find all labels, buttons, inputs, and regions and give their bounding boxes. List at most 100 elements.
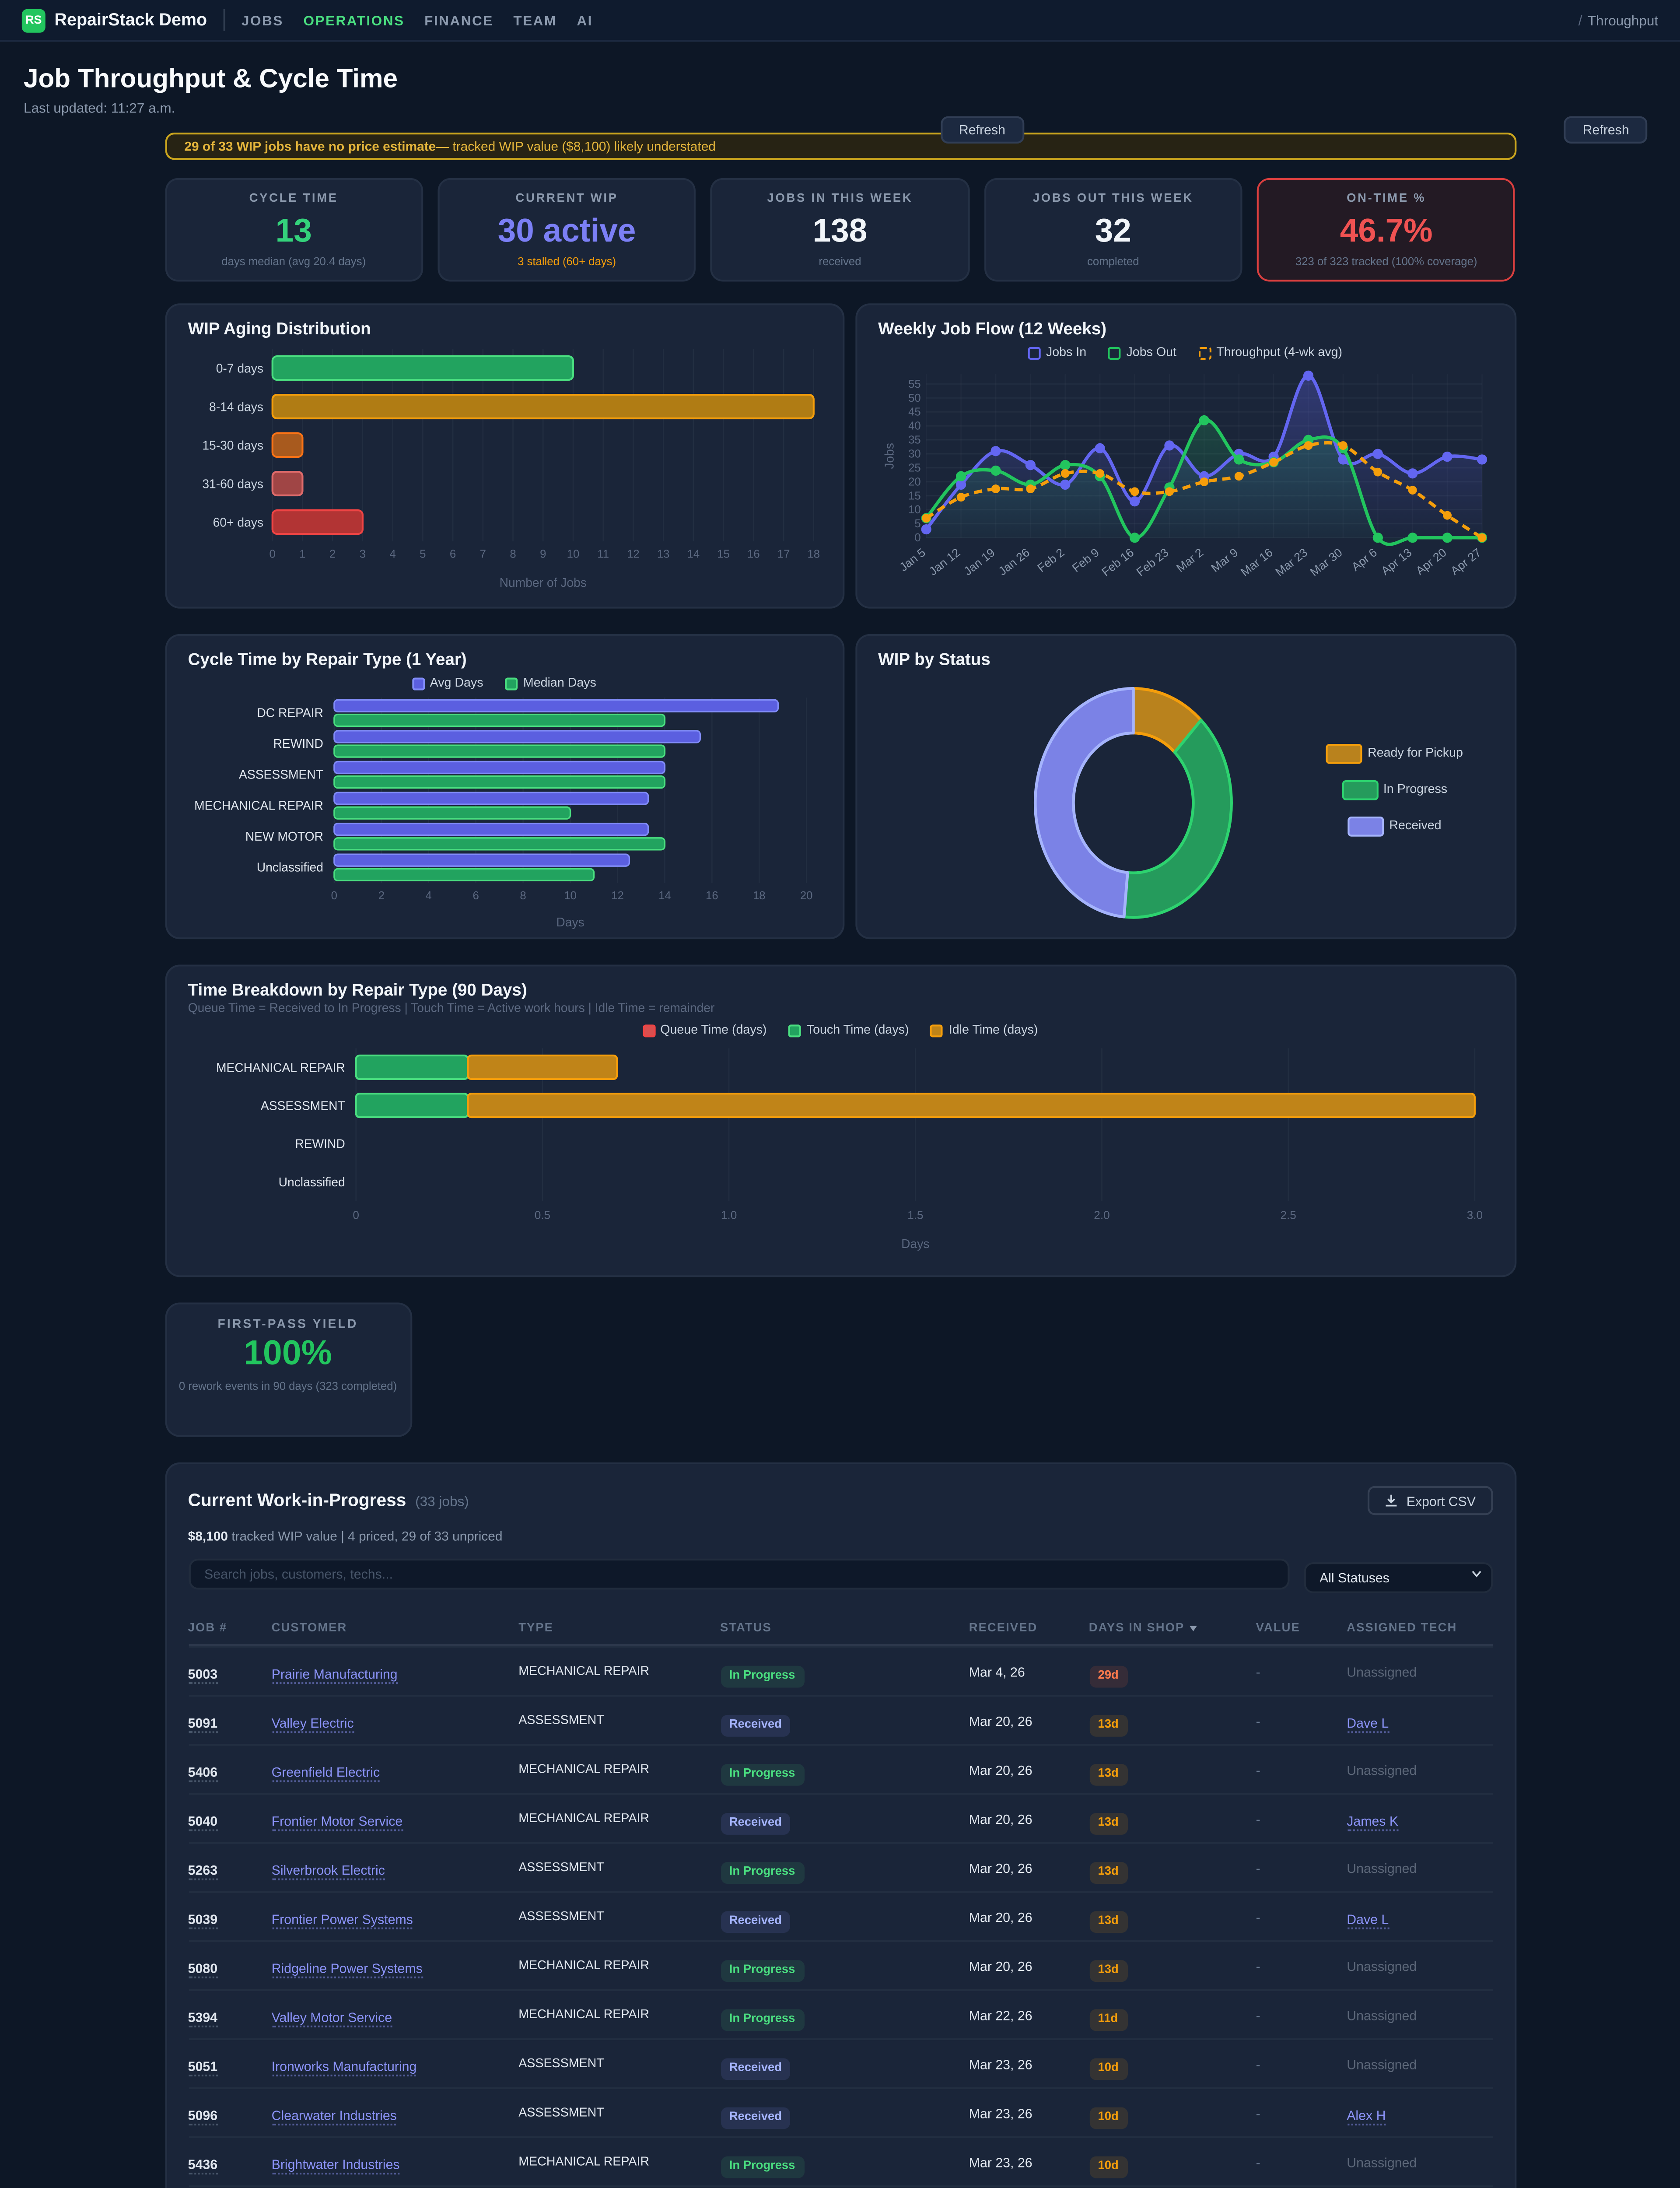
status-badge: In Progress: [720, 1764, 805, 1785]
kpi-row: CYCLE TIME 13 days median (avg 20.4 days) C…: [164, 178, 1516, 282]
nav-item-jobs[interactable]: JOBS: [241, 11, 284, 28]
svg-text:10: 10: [907, 504, 920, 516]
nav-item-team[interactable]: TEAM: [513, 11, 557, 28]
assigned-tech-link[interactable]: James K: [1347, 1813, 1399, 1831]
first-pass-yield-card: FIRST-PASS YIELD 100% 0 rework events in…: [164, 1302, 412, 1437]
job-number-link[interactable]: 5091: [188, 1715, 218, 1733]
legend-label: Received: [1389, 820, 1442, 833]
legend-label: Jobs Out: [1126, 346, 1176, 359]
svg-text:8: 8: [509, 548, 515, 560]
svg-text:20: 20: [799, 890, 812, 902]
svg-text:Feb 9: Feb 9: [1069, 546, 1101, 575]
svg-text:16: 16: [746, 548, 759, 560]
customer-link[interactable]: Ridgeline Power Systems: [271, 1960, 423, 1978]
job-number-link[interactable]: 5394: [188, 2009, 218, 2027]
nav-item-ai[interactable]: AI: [577, 11, 593, 28]
job-number-link[interactable]: 5263: [188, 1862, 218, 1880]
chart-title: WIP by Status: [878, 650, 990, 669]
customer-link[interactable]: Prairie Manufacturing: [271, 1666, 398, 1684]
legend-item: Median Days: [505, 677, 596, 690]
type-cell: MECHANICAL REPAIR: [518, 1763, 650, 1776]
svg-text:Mar 30: Mar 30: [1307, 546, 1344, 579]
svg-text:31-60 days: 31-60 days: [201, 477, 262, 491]
legend-item: Throughput (4-wk avg): [1198, 346, 1342, 359]
nav-item-finance[interactable]: FINANCE: [424, 11, 494, 28]
customer-link[interactable]: Valley Electric: [271, 1715, 354, 1733]
refresh-button-secondary[interactable]: Refresh: [1564, 116, 1648, 144]
job-number-link[interactable]: 5003: [188, 1666, 218, 1684]
column-header-type[interactable]: TYPE: [518, 1621, 554, 1634]
svg-text:0: 0: [330, 890, 336, 902]
customer-link[interactable]: Greenfield Electric: [271, 1764, 380, 1782]
export-csv-button[interactable]: Export CSV: [1368, 1486, 1492, 1515]
svg-text:45: 45: [907, 406, 920, 418]
assigned-tech-link[interactable]: Dave L: [1347, 1911, 1389, 1929]
column-header-assigned-tech[interactable]: ASSIGNED TECH: [1347, 1621, 1457, 1634]
customer-link[interactable]: Valley Motor Service: [271, 2009, 392, 2027]
wip-status-donut-chart: [1032, 687, 1232, 919]
nav-item-operations[interactable]: OPERATIONS: [303, 11, 405, 28]
svg-text:2: 2: [378, 890, 384, 902]
svg-text:12: 12: [626, 548, 639, 560]
job-number-link[interactable]: 5039: [188, 1911, 218, 1929]
job-number-link[interactable]: 5051: [188, 2058, 218, 2076]
legend-item: Received: [1347, 817, 1442, 837]
customer-link[interactable]: Ironworks Manufacturing: [271, 2058, 417, 2076]
table-row: 5406 Greenfield Electric MECHANICAL REPAIR…: [188, 1744, 1492, 1793]
legend-item: Queue Time (days): [642, 1024, 766, 1037]
page-title: Job Throughput & Cycle Time: [23, 65, 398, 95]
type-cell: MECHANICAL REPAIR: [518, 1665, 650, 1678]
brand-name: RepairStack Demo: [54, 10, 207, 30]
search-input[interactable]: [188, 1558, 1289, 1590]
kpi-subtext: 323 of 323 tracked (100% coverage): [1295, 256, 1477, 269]
job-number-link[interactable]: 5436: [188, 2156, 218, 2175]
legend-item: In Progress: [1341, 780, 1447, 800]
warning-banner-text: — tracked WIP value ($8,100) likely unde…: [436, 138, 716, 154]
kpi-card-jobs-in-week: JOBS IN THIS WEEK 138 received: [710, 178, 970, 282]
job-number-link[interactable]: 5406: [188, 1764, 218, 1782]
status-badge: In Progress: [720, 2009, 805, 2030]
status-badge: Received: [720, 2058, 791, 2079]
legend-item: Idle Time (days): [931, 1024, 1038, 1037]
value-cell: -: [1256, 1712, 1260, 1729]
legend-item: Touch Time (days): [788, 1024, 909, 1037]
column-header-status[interactable]: STATUS: [720, 1621, 772, 1634]
legend-swatch-icon: [1341, 780, 1378, 800]
svg-text:1.5: 1.5: [906, 1209, 922, 1222]
assigned-tech-link[interactable]: Alex H: [1347, 2107, 1386, 2126]
column-header-days-in-shop[interactable]: DAYS IN SHOP: [1089, 1621, 1256, 1634]
customer-link[interactable]: Clearwater Industries: [271, 2107, 397, 2126]
customer-link[interactable]: Silverbrook Electric: [271, 1862, 385, 1880]
table-row: 5263 Silverbrook Electric ASSESSMENT In Pro…: [188, 1842, 1492, 1891]
customer-link[interactable]: Frontier Power Systems: [271, 1911, 413, 1929]
column-header-received[interactable]: RECEIVED: [969, 1621, 1038, 1634]
svg-text:0: 0: [352, 1209, 358, 1222]
column-header-value[interactable]: VALUE: [1256, 1621, 1300, 1634]
assigned-tech-none: Unassigned: [1347, 1761, 1417, 1778]
customer-link[interactable]: Frontier Motor Service: [271, 1813, 402, 1831]
svg-text:3.0: 3.0: [1466, 1209, 1482, 1222]
assigned-tech-link[interactable]: Dave L: [1347, 1715, 1389, 1733]
svg-text:Jan 12: Jan 12: [926, 546, 962, 578]
svg-text:6: 6: [449, 548, 455, 560]
column-header-job-[interactable]: JOB #: [188, 1621, 228, 1634]
legend-swatch-icon: [1347, 817, 1384, 837]
legend-swatch-icon: [931, 1024, 944, 1037]
assigned-tech-none: Unassigned: [1347, 1957, 1417, 1974]
job-number-link[interactable]: 5080: [188, 1960, 218, 1978]
svg-text:25: 25: [907, 462, 920, 474]
svg-text:17: 17: [777, 548, 789, 560]
refresh-button[interactable]: Refresh: [941, 116, 1024, 144]
status-filter-select[interactable]: All Statuses: [1303, 1562, 1492, 1593]
svg-text:18: 18: [806, 548, 819, 560]
customer-link[interactable]: Brightwater Industries: [271, 2156, 400, 2175]
kpi-subtext: days median (avg 20.4 days): [221, 256, 366, 269]
column-header-customer[interactable]: CUSTOMER: [271, 1621, 347, 1634]
job-number-link[interactable]: 5040: [188, 1813, 218, 1831]
svg-text:REWIND: REWIND: [272, 736, 322, 750]
svg-text:40: 40: [907, 420, 920, 432]
value-cell: -: [1256, 1957, 1260, 1974]
received-cell: Mar 23, 26: [969, 2153, 1032, 2170]
job-number-link[interactable]: 5096: [188, 2107, 218, 2126]
kpi-value: 30 active: [497, 212, 636, 249]
